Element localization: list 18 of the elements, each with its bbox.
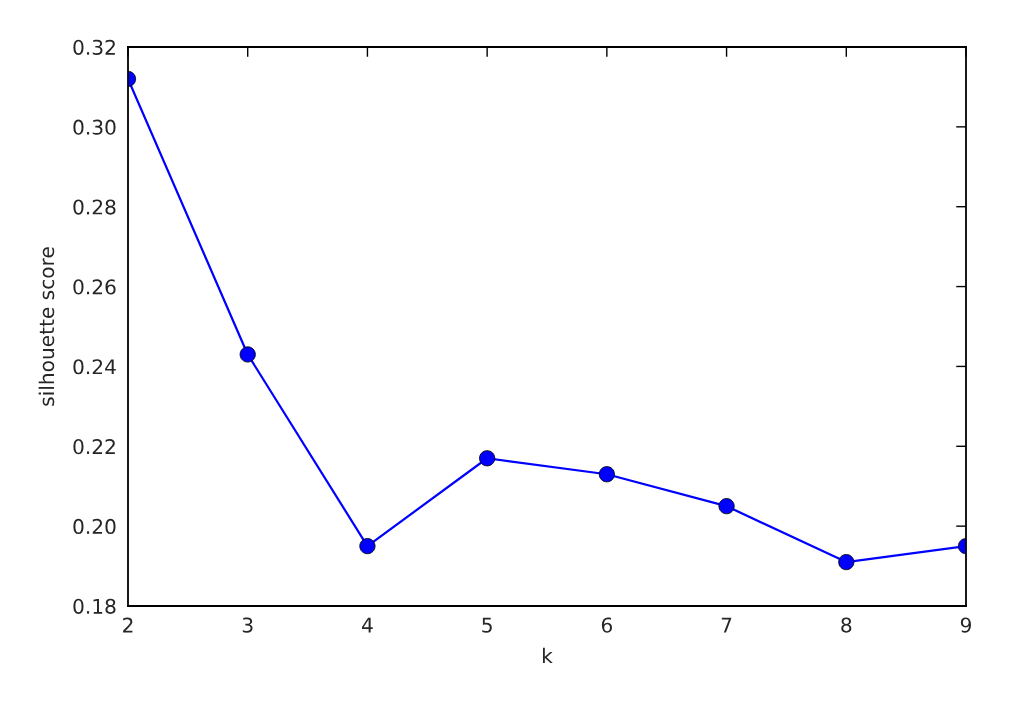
x-tick-label: 7	[721, 617, 732, 633]
x-tick-label: 5	[482, 617, 492, 633]
y-tick-label: 0.22	[73, 438, 115, 455]
x-tick-label: 4	[362, 617, 373, 633]
y-tick-label: 0.18	[73, 598, 116, 614]
x-tick-label: 9	[960, 617, 971, 633]
y-axis-title: silhouette score	[38, 247, 55, 406]
y-tick-label: 0.20	[73, 518, 116, 535]
x-axis-title: k	[543, 647, 553, 664]
y-tick-label: 0.30	[73, 119, 116, 135]
y-tick-label: 0.32	[73, 39, 115, 55]
x-tick-label: 2	[123, 617, 133, 633]
y-tick-label: 0.26	[73, 279, 116, 295]
y-tick-label: 0.24	[73, 359, 116, 375]
x-tick-label: 6	[601, 617, 612, 633]
y-tick-label: 0.28	[73, 199, 116, 215]
x-tick-label: 8	[841, 617, 852, 633]
x-tick-label: 3	[242, 617, 253, 633]
